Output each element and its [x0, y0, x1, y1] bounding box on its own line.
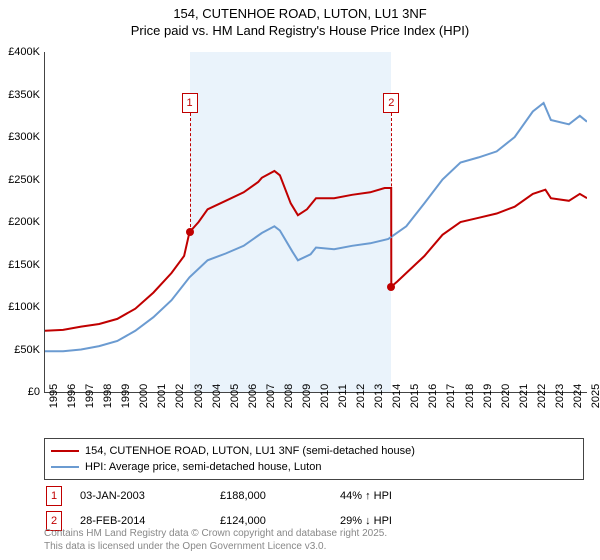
y-tick-label: £150K: [0, 259, 40, 271]
x-tick-label: 2001: [156, 384, 168, 408]
x-tick-label: 1997: [84, 384, 96, 408]
x-tick-label: 2025: [590, 384, 600, 408]
sale-row: 1 03-JAN-2003£188,00044% ↑ HPI: [46, 486, 584, 506]
x-tick-label: 2000: [138, 384, 150, 408]
y-tick-label: £0: [0, 386, 40, 398]
legend-row-2: HPI: Average price, semi-detached house,…: [51, 459, 577, 475]
title-line1: 154, CUTENHOE ROAD, LUTON, LU1 3NF: [0, 6, 600, 23]
sale-date: 03-JAN-2003: [80, 490, 220, 502]
x-tick-label: 2012: [355, 384, 367, 408]
x-tick-label: 2021: [518, 384, 530, 408]
x-tick-label: 1998: [102, 384, 114, 408]
y-tick-label: £350K: [0, 89, 40, 101]
sale-delta: 44% ↑ HPI: [340, 490, 392, 502]
x-tick-label: 1996: [66, 384, 78, 408]
y-tick-label: £100K: [0, 301, 40, 313]
y-tick-label: £200K: [0, 216, 40, 228]
legend-label-2: HPI: Average price, semi-detached house,…: [85, 461, 321, 473]
x-tick-label: 2020: [500, 384, 512, 408]
x-tick-label: 2010: [319, 384, 331, 408]
sale-marker-box: 2: [383, 93, 399, 113]
sale-date: 28-FEB-2014: [80, 515, 220, 527]
x-tick-label: 2002: [174, 384, 186, 408]
sale-index-box: 1: [46, 486, 62, 506]
legend-swatch-2: [51, 466, 79, 468]
legend-box: 154, CUTENHOE ROAD, LUTON, LU1 3NF (semi…: [44, 438, 584, 480]
x-tick-label: 2019: [482, 384, 494, 408]
y-tick-label: £50K: [0, 344, 40, 356]
footer-line2: This data is licensed under the Open Gov…: [44, 541, 387, 554]
y-tick-label: £300K: [0, 131, 40, 143]
x-tick-label: 2024: [572, 384, 584, 408]
x-tick-label: 1995: [48, 384, 60, 408]
sale-marker-line: [190, 113, 191, 232]
sale-point: [186, 228, 194, 236]
x-tick-label: 2014: [391, 384, 403, 408]
title-line2: Price paid vs. HM Land Registry's House …: [0, 23, 600, 40]
sale-marker-line: [391, 113, 392, 286]
x-tick-label: 2015: [409, 384, 421, 408]
legend-swatch-1: [51, 450, 79, 452]
chart-container: 154, CUTENHOE ROAD, LUTON, LU1 3NF Price…: [0, 0, 600, 560]
x-tick-label: 2011: [337, 384, 349, 408]
x-tick-label: 2003: [193, 384, 205, 408]
x-tick-label: 2017: [445, 384, 457, 408]
chart-title: 154, CUTENHOE ROAD, LUTON, LU1 3NF Price…: [0, 0, 600, 40]
sale-delta: 29% ↓ HPI: [340, 515, 392, 527]
footer-line1: Contains HM Land Registry data © Crown c…: [44, 528, 387, 541]
plot-area: 12: [44, 52, 587, 393]
y-tick-label: £400K: [0, 46, 40, 58]
series-price_paid: [45, 171, 587, 331]
x-tick-label: 2006: [247, 384, 259, 408]
legend-row-1: 154, CUTENHOE ROAD, LUTON, LU1 3NF (semi…: [51, 443, 577, 459]
x-tick-label: 2022: [536, 384, 548, 408]
x-tick-label: 2008: [283, 384, 295, 408]
x-tick-label: 2007: [265, 384, 277, 408]
sale-price: £188,000: [220, 490, 340, 502]
x-tick-label: 2023: [554, 384, 566, 408]
x-tick-label: 1999: [120, 384, 132, 408]
x-tick-label: 2018: [464, 384, 476, 408]
x-tick-label: 2004: [211, 384, 223, 408]
line-plot: [45, 52, 587, 392]
sale-price: £124,000: [220, 515, 340, 527]
x-tick-label: 2005: [229, 384, 241, 408]
legend-and-sales: 154, CUTENHOE ROAD, LUTON, LU1 3NF (semi…: [44, 438, 584, 531]
x-tick-label: 2009: [301, 384, 313, 408]
footer-text: Contains HM Land Registry data © Crown c…: [44, 528, 387, 553]
sale-marker-box: 1: [182, 93, 198, 113]
sale-point: [387, 283, 395, 291]
x-tick-label: 2013: [373, 384, 385, 408]
y-tick-label: £250K: [0, 174, 40, 186]
x-tick-label: 2016: [427, 384, 439, 408]
legend-label-1: 154, CUTENHOE ROAD, LUTON, LU1 3NF (semi…: [85, 445, 415, 457]
